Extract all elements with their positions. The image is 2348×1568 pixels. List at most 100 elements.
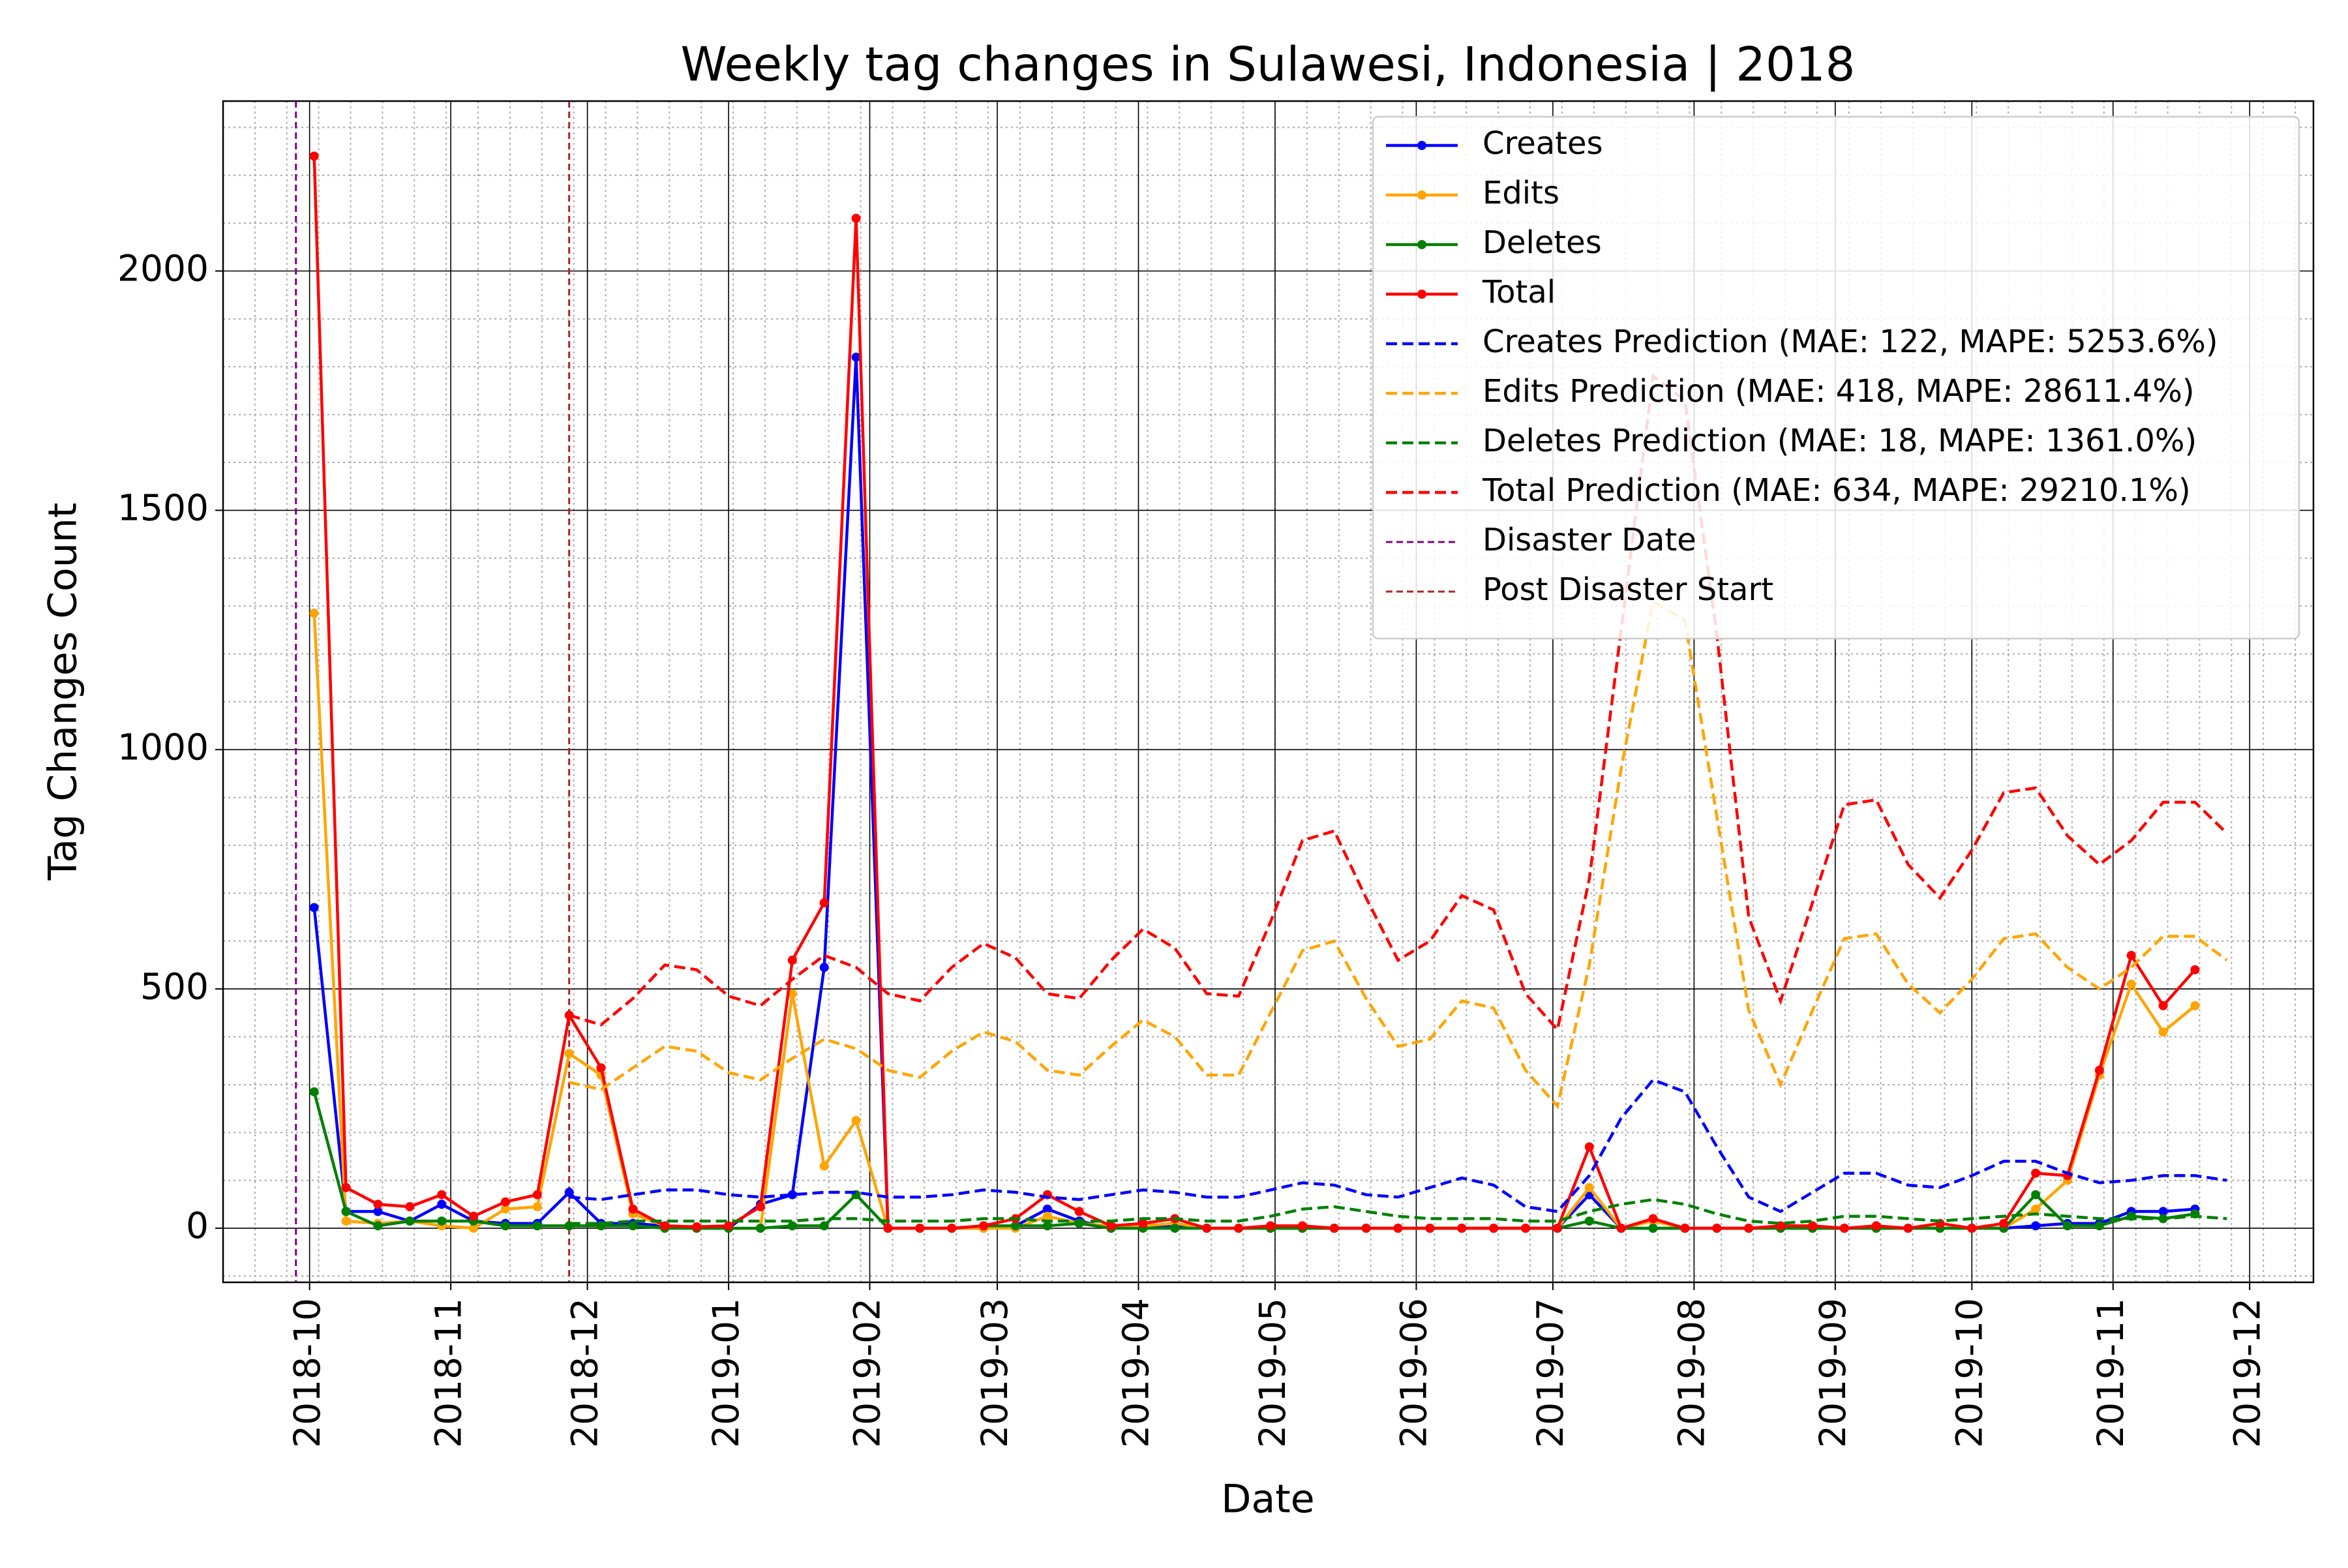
legend-label: Edits: [1483, 175, 1559, 211]
x-tick-label: 2019-11: [2090, 1298, 2131, 1448]
data-point: [1234, 1224, 1244, 1233]
data-point: [1202, 1224, 1212, 1233]
x-tick-label: 2019-07: [1529, 1298, 1571, 1448]
y-tick-label: 1500: [117, 487, 209, 529]
x-tick-label: 2018-10: [286, 1298, 328, 1448]
chart-title: Weekly tag changes in Sulawesi, Indonesi…: [681, 37, 1856, 93]
data-point: [692, 1222, 702, 1231]
data-point: [787, 989, 797, 999]
y-tick-label: 2000: [117, 248, 209, 290]
data-point: [2158, 1207, 2168, 1216]
legend-marker: [1417, 141, 1426, 150]
data-point: [2062, 1221, 2072, 1231]
data-point: [1712, 1224, 1722, 1233]
legend-label: Total: [1482, 274, 1556, 310]
data-point: [1329, 1224, 1339, 1233]
data-point: [1042, 1221, 1052, 1231]
data-point: [373, 1207, 383, 1216]
data-point: [500, 1197, 510, 1207]
data-point: [883, 1224, 893, 1233]
data-point: [1042, 1211, 1052, 1221]
data-point: [1521, 1224, 1531, 1233]
legend-label: Disaster Date: [1483, 522, 1696, 558]
data-point: [2031, 1204, 2041, 1214]
data-point: [469, 1211, 479, 1221]
data-point: [405, 1202, 415, 1212]
data-point: [1042, 1204, 1052, 1214]
data-point: [500, 1204, 510, 1214]
data-point: [819, 898, 829, 908]
data-point: [532, 1221, 542, 1231]
data-point: [1297, 1221, 1307, 1231]
legend-label: Post Disaster Start: [1483, 571, 1773, 608]
y-axis-label: Tag Changes Count: [40, 503, 86, 881]
data-point: [755, 1202, 765, 1212]
data-point: [628, 1221, 638, 1231]
data-point: [1425, 1224, 1435, 1233]
legend-label: Total Prediction (MAE: 634, MAPE: 29210.…: [1482, 472, 2191, 509]
legend-marker: [1417, 240, 1426, 249]
data-point: [819, 963, 829, 972]
data-point: [1584, 1142, 1594, 1152]
data-point: [851, 213, 861, 223]
data-point: [1648, 1214, 1658, 1224]
data-point: [1010, 1221, 1020, 1231]
data-point: [851, 352, 861, 362]
legend-label: Deletes: [1483, 224, 1602, 261]
data-point: [564, 1010, 574, 1020]
x-tick-label: 2019-12: [2226, 1298, 2268, 1448]
data-point: [1680, 1224, 1690, 1233]
data-point: [532, 1202, 542, 1212]
data-point: [1967, 1224, 1977, 1233]
data-point: [373, 1199, 383, 1209]
data-point: [564, 1188, 574, 1198]
data-point: [309, 903, 319, 912]
x-tick-label: 2019-02: [847, 1298, 888, 1448]
x-tick-label: 2019-06: [1393, 1298, 1435, 1448]
data-point: [2094, 1221, 2104, 1231]
data-point: [1138, 1218, 1148, 1228]
data-point: [1265, 1221, 1275, 1231]
plot-frame: [222, 100, 2315, 1284]
legend-marker: [1417, 190, 1426, 200]
y-tick-label: 500: [140, 965, 209, 1007]
series-line: [569, 1198, 2227, 1225]
x-tick-label: 2018-12: [564, 1298, 606, 1448]
data-point: [819, 1161, 829, 1171]
data-point: [1170, 1224, 1180, 1233]
data-point: [1807, 1221, 1817, 1231]
data-point: [1361, 1224, 1371, 1233]
data-point: [1489, 1224, 1499, 1233]
data-point: [1584, 1183, 1594, 1192]
data-point: [1616, 1224, 1626, 1233]
data-point: [1106, 1221, 1116, 1231]
data-point: [1584, 1216, 1594, 1226]
data-point: [1903, 1224, 1913, 1233]
data-point: [2094, 1065, 2104, 1075]
data-point: [851, 1115, 861, 1125]
data-point: [819, 1221, 829, 1231]
data-point: [2031, 1221, 2041, 1231]
data-point: [405, 1216, 415, 1226]
series-line: [569, 599, 2228, 1109]
data-point: [1999, 1218, 2009, 1228]
y-tick-label: 0: [186, 1205, 209, 1246]
legend-label: Deletes Prediction (MAE: 18, MAPE: 1361.…: [1483, 423, 2197, 459]
data-point: [500, 1221, 510, 1231]
x-tick-label: 2018-11: [427, 1298, 469, 1448]
data-point: [2190, 1001, 2200, 1010]
legend-marker: [1417, 290, 1426, 299]
x-tick-label: 2019-04: [1115, 1298, 1157, 1448]
legend-label: Edits Prediction (MAE: 418, MAPE: 28611.…: [1483, 373, 2195, 410]
y-tick-label: 1000: [117, 726, 209, 768]
data-point: [979, 1221, 989, 1231]
x-tick-label: 2019-05: [1252, 1298, 1293, 1448]
data-point: [660, 1221, 670, 1231]
data-point: [469, 1224, 479, 1233]
data-point: [1839, 1224, 1849, 1233]
legend-box: [1372, 115, 2300, 640]
data-point: [1457, 1224, 1467, 1233]
data-point: [2158, 1027, 2168, 1037]
